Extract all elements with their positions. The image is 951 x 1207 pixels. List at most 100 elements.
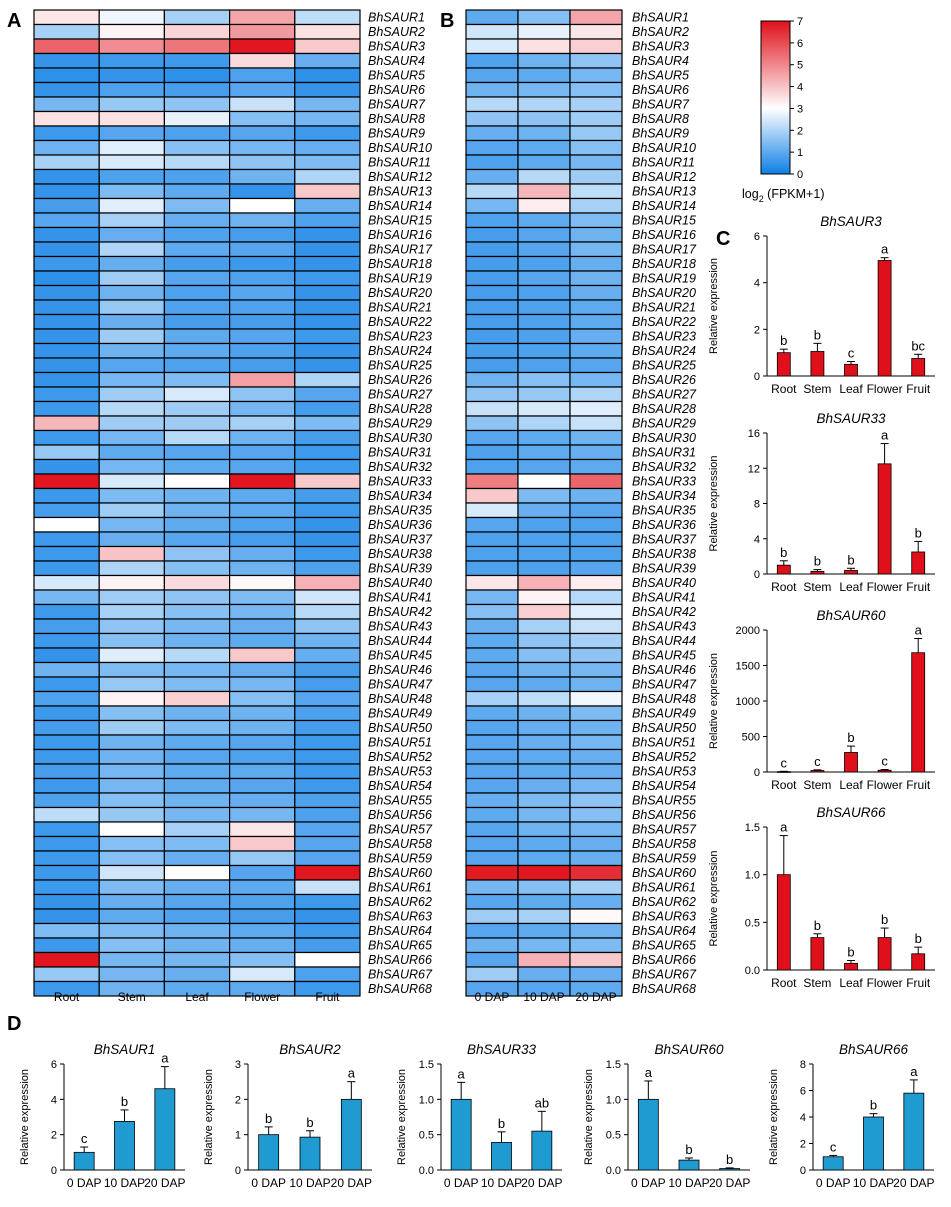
bar [776, 352, 791, 377]
x-tick-label: Root [771, 778, 797, 792]
colorbar-tick-label: 5 [797, 60, 803, 72]
heatmap-cell [569, 719, 623, 736]
heatmap-cell [569, 81, 623, 98]
significance-letter: b [847, 730, 854, 745]
heatmap-cell [294, 908, 361, 925]
heatmap-cell [98, 516, 165, 533]
y-axis-label: Relative expression [583, 1069, 595, 1165]
heatmap-cell [517, 270, 571, 287]
heatmap-cell [517, 690, 571, 707]
bar [911, 358, 926, 377]
heatmap-cell [163, 908, 231, 925]
heatmap-cell [98, 661, 165, 678]
x-tick-label: 0 DAP [631, 1176, 666, 1190]
heatmap-cell [294, 241, 361, 258]
heatmap-cell [163, 705, 231, 722]
heatmap-cell [33, 473, 100, 490]
y-tick-label: 8 [800, 1059, 806, 1071]
heatmap-cell [98, 429, 165, 446]
heatmap-cell [163, 806, 231, 823]
heatmap-cell [98, 850, 165, 867]
y-tick-label: 1.0 [419, 1094, 434, 1106]
heatmap-cell [98, 226, 165, 243]
heatmap-cell [517, 52, 571, 69]
heatmap-cell [229, 139, 296, 156]
bar [877, 463, 892, 575]
heatmap-cell [465, 67, 519, 84]
heatmap-row-label: BhSAUR28 [368, 402, 432, 416]
bar [810, 570, 825, 575]
y-tick-label: 3 [235, 1059, 241, 1071]
heatmap-cell [569, 647, 623, 664]
y-tick-label: 500 [742, 732, 760, 744]
heatmap-row-label: BhSAUR47 [632, 678, 697, 692]
heatmap-cell [465, 574, 519, 591]
heatmap-cell [163, 110, 231, 127]
heatmap-cell [569, 632, 623, 649]
significance-letter: b [814, 327, 821, 342]
heatmap-cell [465, 197, 519, 214]
x-tick-label: 10 DAP [104, 1176, 145, 1190]
heatmap-row-label: BhSAUR42 [368, 605, 432, 619]
heatmap-cell [98, 473, 165, 490]
heatmap-cell [517, 937, 571, 954]
heatmap-row-label: BhSAUR4 [368, 54, 425, 68]
heatmap-cell [517, 168, 571, 185]
heatmap-cell [465, 38, 519, 55]
heatmap-cell [569, 618, 623, 635]
heatmap-cell [163, 618, 231, 635]
heatmap-cell [33, 589, 100, 606]
heatmap-cell [229, 850, 296, 867]
heatmap-cell [33, 676, 100, 693]
y-axis-label: Relative expression [708, 258, 720, 354]
x-tick-label: Fruit [906, 976, 931, 990]
heatmap-cell [517, 342, 571, 359]
bar [911, 652, 926, 773]
heatmap-cell [163, 183, 231, 200]
heatmap-row-label: BhSAUR10 [632, 141, 696, 155]
chart-title: BhSAUR60 [816, 608, 886, 623]
heatmap-cell [465, 270, 519, 287]
heatmap-cell [98, 864, 165, 881]
heatmap-row-label: BhSAUR16 [632, 228, 696, 242]
heatmap-cell [517, 806, 571, 823]
heatmap-cell [33, 139, 100, 156]
heatmap-cell [465, 241, 519, 258]
heatmap-cell [517, 719, 571, 736]
heatmap-cell [569, 705, 623, 722]
heatmap-cell [33, 342, 100, 359]
heatmap-cell [33, 183, 100, 200]
heatmap-row-label: BhSAUR24 [368, 344, 432, 358]
heatmap-cell [98, 647, 165, 664]
heatmap-cell [294, 299, 361, 316]
heatmap-cell [163, 241, 231, 258]
heatmap-cell [569, 516, 623, 533]
heatmap-row-label: BhSAUR8 [368, 112, 425, 126]
heatmap-row-label: BhSAUR62 [368, 895, 432, 909]
x-tick-label: 10 DAP [668, 1176, 709, 1190]
heatmap-cell [517, 922, 571, 939]
heatmap-cell [569, 835, 623, 852]
x-tick-label: 20 DAP [893, 1176, 934, 1190]
heatmap-cell [569, 603, 623, 620]
heatmap-row-label: BhSAUR67 [368, 968, 433, 982]
heatmap-row-label: BhSAUR63 [632, 910, 696, 924]
heatmap-cell [569, 110, 623, 127]
y-tick-label: 6 [800, 1086, 806, 1098]
heatmap-cell [98, 531, 165, 548]
heatmap-cell [229, 545, 296, 562]
heatmap-cell [294, 125, 361, 142]
chart-title: BhSAUR3 [820, 214, 882, 229]
heatmap-cell [98, 705, 165, 722]
heatmap-cell [229, 357, 296, 374]
heatmap-cell [229, 9, 296, 26]
heatmap-row-label: BhSAUR16 [368, 228, 432, 242]
heatmap-cell [229, 792, 296, 809]
heatmap-cell [517, 96, 571, 113]
heatmap-cell [163, 603, 231, 620]
heatmap-row-label: BhSAUR15 [368, 214, 432, 228]
colorbar-tick-label: 0 [797, 169, 803, 181]
heatmap-cell [465, 734, 519, 751]
heatmap-row-label: BhSAUR68 [368, 982, 432, 996]
heatmap-cell [229, 719, 296, 736]
